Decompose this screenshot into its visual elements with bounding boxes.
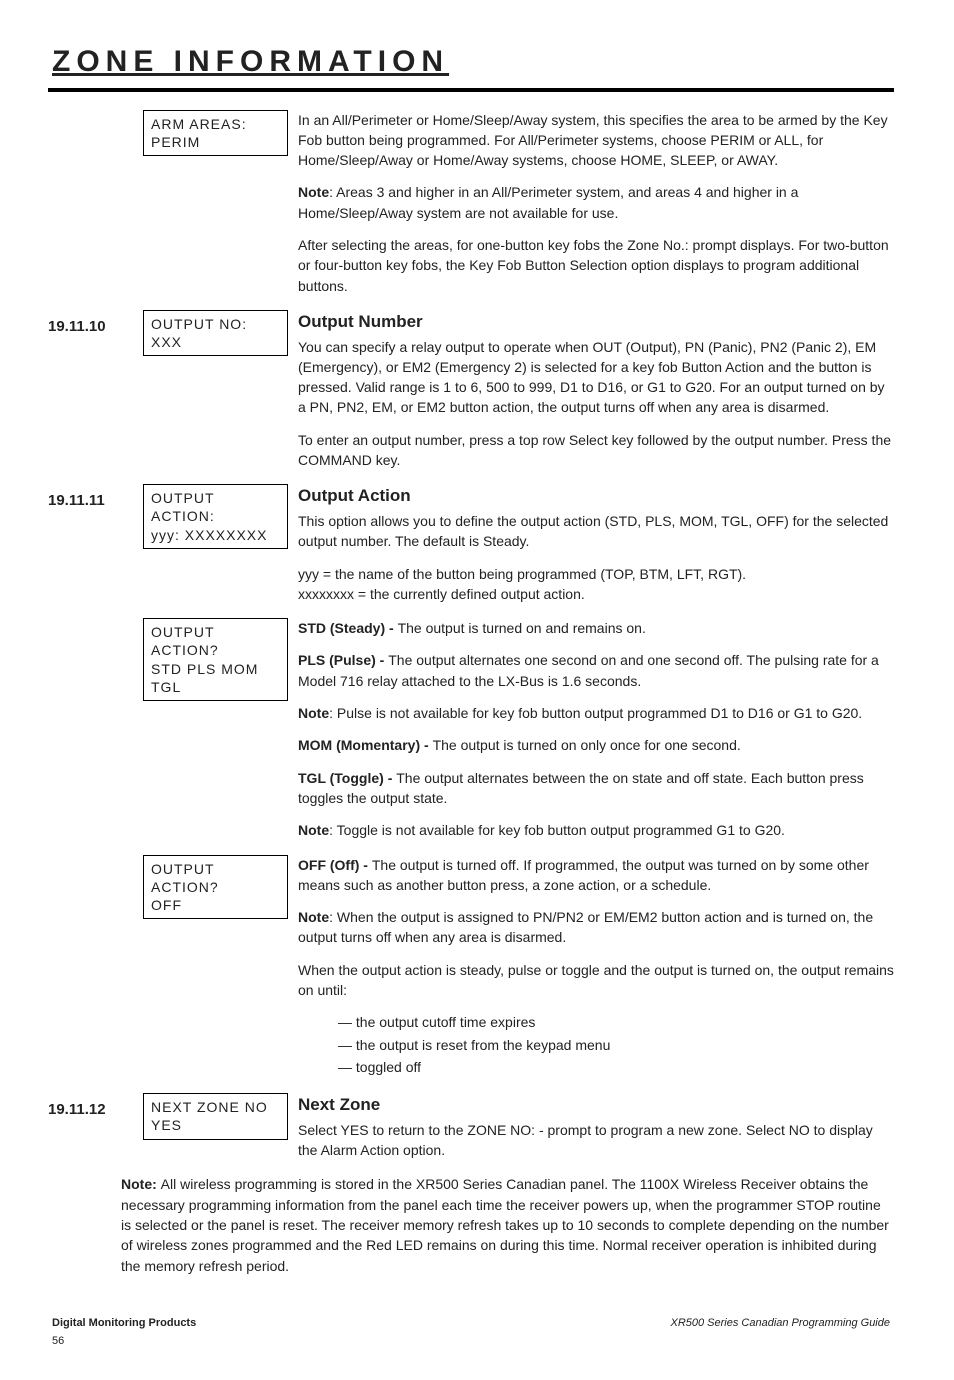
body-text: The output is turned off. If programmed,… [298,857,869,893]
body-paragraph: In an All/Perimeter or Home/Sleep/Away s… [298,110,894,171]
page-footer: Digital Monitoring Products XR500 Series… [48,1316,894,1332]
section-title: ZONE INFORMATION [48,40,894,84]
body-paragraph: PLS (Pulse) - The output alternates one … [298,650,894,691]
body-text: To enter an output number, press a top r… [298,432,891,468]
display-box-col: OUTPUT ACTION: yyy: XXXXXXXX [143,484,298,549]
keypad-display: OUTPUT NO: XXX [143,310,288,356]
content-row: OUTPUT ACTION? STD PLS MOM TGL STD (Stead… [48,618,894,840]
display-box-col: ARM AREAS: PERIM [143,110,298,156]
body-col: Next Zone Select YES to return to the ZON… [298,1093,894,1160]
body-col: Output Number You can specify a relay out… [298,310,894,470]
body-text: Select YES to return to the ZONE NO: - p… [298,1122,873,1158]
body-paragraph: Note: Areas 3 and higher in an All/Perim… [298,182,894,223]
body-heading: Next Zone [298,1093,894,1118]
keypad-display: OUTPUT ACTION? STD PLS MOM TGL [143,618,288,701]
body-paragraph: Select YES to return to the ZONE NO: - p… [298,1120,894,1161]
run-in-lead: MOM (Momentary) - [298,737,433,753]
body-heading: Output Action [298,484,894,509]
content-row: 19.11.12NEXT ZONE NO YES Next Zone Select … [48,1093,894,1160]
bottom-note-lead: Note: [121,1176,161,1192]
keypad-display: ARM AREAS: PERIM [143,110,288,156]
section-number [48,110,143,116]
body-paragraph: TGL (Toggle) - The output alternates bet… [298,768,894,809]
content-row: ARM AREAS: PERIMIn an All/Perimeter or H… [48,110,894,296]
keypad-display: OUTPUT ACTION: yyy: XXXXXXXX [143,484,288,549]
body-paragraph: Note: Toggle is not available for key fo… [298,820,894,840]
body-text: You can specify a relay output to operat… [298,339,885,416]
body-text: : Toggle is not available for key fob bu… [329,822,785,838]
content-row: OUTPUT ACTION? OFFOFF (Off) - The output… [48,855,894,1080]
body-text: yyy = the name of the button being progr… [298,566,746,602]
run-in-lead: Note [298,705,329,721]
section-number: 19.11.11 [48,484,143,512]
page-number: 56 [48,1334,894,1350]
footer-left: Digital Monitoring Products [52,1316,196,1332]
body-col: In an All/Perimeter or Home/Sleep/Away s… [298,110,894,296]
section-number: 19.11.12 [48,1093,143,1121]
display-box-col: OUTPUT NO: XXX [143,310,298,356]
body-text: The output is turned on only once for on… [433,737,741,753]
content-row: 19.11.10OUTPUT NO: XXX Output Number You c… [48,310,894,470]
body-text: : When the output is assigned to PN/PN2 … [298,909,873,945]
dash-item: — the output cutoff time expires [338,1012,894,1032]
body-paragraph: This option allows you to define the out… [298,511,894,552]
run-in-lead: PLS (Pulse) - [298,652,388,668]
bottom-note-body: All wireless programming is stored in th… [121,1176,889,1273]
footer-right: XR500 Series Canadian Programming Guide [670,1316,890,1332]
keypad-display: NEXT ZONE NO YES [143,1093,288,1139]
body-text: : Pulse is not available for key fob but… [329,705,862,721]
display-box-col: OUTPUT ACTION? STD PLS MOM TGL [143,618,298,701]
body-text: This option allows you to define the out… [298,513,888,549]
run-in-lead: STD (Steady) - [298,620,398,636]
body-paragraph: STD (Steady) - The output is turned on a… [298,618,894,638]
run-in-lead: TGL (Toggle) - [298,770,396,786]
body-col: OFF (Off) - The output is turned off. If… [298,855,894,1080]
dash-item: — the output is reset from the keypad me… [338,1035,894,1055]
section-number: 19.11.10 [48,310,143,338]
display-box-col: OUTPUT ACTION? OFF [143,855,298,920]
bottom-note: Note: All wireless programming is stored… [121,1174,894,1275]
body-paragraph: MOM (Momentary) - The output is turned o… [298,735,894,755]
body-paragraph: You can specify a relay output to operat… [298,337,894,418]
body-paragraph: yyy = the name of the button being progr… [298,564,894,605]
section-number [48,618,143,624]
body-col: Output Action This option allows you to d… [298,484,894,604]
run-in-lead: Note [298,909,329,925]
dash-item: — toggled off [338,1057,894,1077]
section-number [48,855,143,861]
body-col: STD (Steady) - The output is turned on a… [298,618,894,840]
body-paragraph: After selecting the areas, for one-butto… [298,235,894,296]
body-paragraph: When the output action is steady, pulse … [298,960,894,1001]
section-rule [48,88,894,92]
body-text: The output is turned on and remains on. [398,620,646,636]
body-paragraph: Note: Pulse is not available for key fob… [298,703,894,723]
body-text: When the output action is steady, pulse … [298,962,894,998]
body-text: : Areas 3 and higher in an All/Perimeter… [298,184,798,220]
body-paragraph: OFF (Off) - The output is turned off. If… [298,855,894,896]
content-row: 19.11.11OUTPUT ACTION: yyy: XXXXXXXXOutp… [48,484,894,604]
run-in-lead: OFF (Off) - [298,857,372,873]
keypad-display: OUTPUT ACTION? OFF [143,855,288,920]
run-in-lead: Note [298,822,329,838]
display-box-col: NEXT ZONE NO YES [143,1093,298,1139]
body-heading: Output Number [298,310,894,335]
run-in-lead: Note [298,184,329,200]
body-paragraph: To enter an output number, press a top r… [298,430,894,471]
body-paragraph: Note: When the output is assigned to PN/… [298,907,894,948]
body-text: After selecting the areas, for one-butto… [298,237,889,294]
body-text: In an All/Perimeter or Home/Sleep/Away s… [298,112,888,169]
